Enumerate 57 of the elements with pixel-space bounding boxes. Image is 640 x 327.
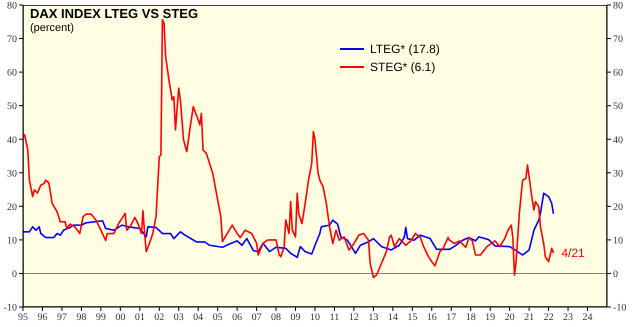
text: (percent) <box>30 22 76 35</box>
x-tick-label: 00 <box>115 312 126 324</box>
annotation: 4/21 <box>561 246 586 260</box>
line-series <box>23 18 554 278</box>
legend-label: STEG* (6.1) <box>370 60 436 74</box>
y-tick-label: 10 <box>7 235 17 246</box>
x-tick-label: 19 <box>485 312 496 324</box>
y2-tick-label: 70 <box>613 34 623 46</box>
y2-tick-label: 30 <box>613 168 623 180</box>
y2-tick-label: 40 <box>613 134 623 146</box>
x-tick-label: 99 <box>96 312 106 324</box>
x-tick-label: 95 <box>18 312 28 324</box>
x-tick-label: 16 <box>426 312 437 324</box>
y2-tick-label: 80 <box>613 0 623 12</box>
x-tick-label: 02 <box>154 312 164 324</box>
x-tick-label: 18 <box>466 312 476 324</box>
x-tick-label: 20 <box>504 312 515 324</box>
y2-tick-label: 0 <box>613 268 618 280</box>
x-tick-label: 11 <box>330 312 340 324</box>
x-tick-label: 08 <box>271 312 282 324</box>
y-tick-label: -10 <box>4 302 17 314</box>
y-tick-label: 0 <box>12 268 17 280</box>
y2-tick-label: -10 <box>613 302 626 314</box>
x-tick-label: 15 <box>407 312 418 324</box>
y-tick-label: 70 <box>7 34 17 46</box>
y2-tick-label: 50 <box>613 101 623 112</box>
x-tick-label: 05 <box>212 312 223 324</box>
y-tick-label: 30 <box>7 168 17 180</box>
line-series <box>23 192 554 258</box>
x-tick-label: 01 <box>134 312 145 324</box>
x-tick-label: 07 <box>252 312 262 324</box>
legend-label: LTEG* (17.8) <box>370 42 440 56</box>
x-tick-label: 97 <box>56 312 67 324</box>
y-tick-label: 40 <box>7 134 17 146</box>
x-tick-label: 17 <box>446 312 456 324</box>
x-tick-label: 24 <box>582 312 592 324</box>
y-tick-label: 80 <box>7 0 17 12</box>
x-tick-label: 22 <box>544 312 554 324</box>
y-tick-label: 50 <box>7 101 17 112</box>
x-tick-label: 21 <box>524 312 534 324</box>
y-tick-label: 20 <box>7 202 17 213</box>
y-tick-label: 60 <box>7 68 17 79</box>
x-tick-label: 09 <box>290 312 301 324</box>
x-tick-label: 03 <box>174 312 184 324</box>
x-tick-label: 12 <box>348 312 359 324</box>
y2-tick-label: 20 <box>613 202 623 213</box>
x-tick-label: 23 <box>563 312 574 324</box>
x-tick-label: 98 <box>76 312 86 324</box>
chart-title: DAX INDEX LTEG VS STEG <box>30 6 198 22</box>
y2-tick-label: 10 <box>613 235 623 246</box>
x-tick-label: 06 <box>232 312 242 324</box>
x-tick-label: 10 <box>310 312 320 324</box>
y2-tick-label: 60 <box>613 68 623 79</box>
x-tick-label: 13 <box>368 312 378 324</box>
x-tick-label: 04 <box>193 312 204 324</box>
x-tick-label: 96 <box>37 312 48 324</box>
x-tick-label: 14 <box>388 312 398 324</box>
